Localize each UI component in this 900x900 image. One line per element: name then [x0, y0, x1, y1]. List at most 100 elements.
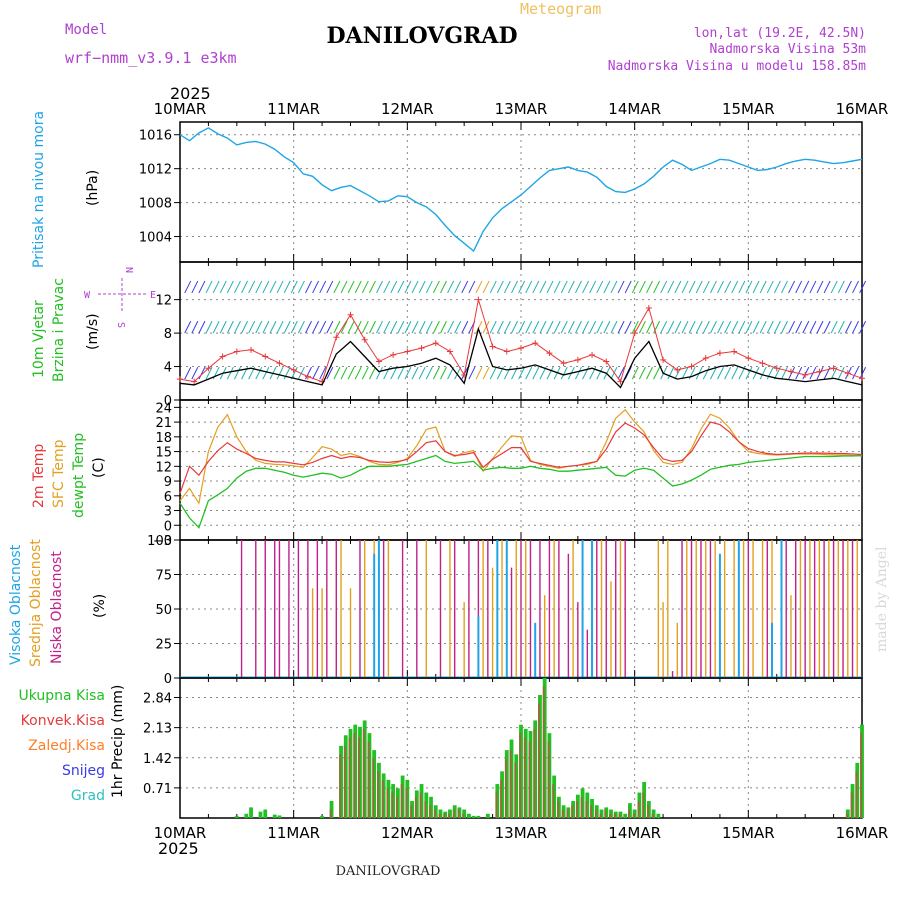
wind-barb: [226, 320, 234, 334]
precip-unit: 1hr Precip (mm): [110, 685, 126, 798]
wind-barb: [418, 280, 426, 294]
temp-unit: (C): [91, 457, 107, 478]
precip-bar-convective: [419, 792, 422, 818]
wind-barb: [347, 366, 355, 380]
gust-marker: [844, 370, 851, 377]
wind-barb: [674, 320, 682, 334]
wind-barb: [781, 320, 788, 334]
wind-barb: [376, 366, 383, 380]
wind-barb: [418, 366, 426, 380]
time-label-top: 13MAR: [495, 100, 548, 118]
gust-marker: [802, 371, 809, 378]
wind-barb: [539, 320, 547, 334]
time-label-top: 11MAR: [267, 100, 320, 118]
wind-barb: [283, 366, 291, 380]
wind-barb: [219, 280, 227, 294]
watermark: made by Angel: [874, 546, 890, 652]
wind-barb: [773, 280, 781, 294]
time-label-bottom: 11MAR: [267, 824, 320, 842]
wind-barb: [255, 280, 263, 294]
wind-barb: [376, 280, 383, 294]
wind-barb: [660, 280, 668, 294]
wind-barb: [198, 366, 206, 380]
temp-label-2m: 2m Temp: [31, 444, 47, 508]
wind-barb: [795, 320, 803, 334]
gust-marker: [518, 345, 524, 352]
wind-barb: [262, 320, 270, 334]
precip-bar-convective: [405, 788, 408, 818]
gust-marker: [787, 368, 794, 375]
compass-e: E: [150, 290, 156, 301]
y-tick-label: 4: [164, 361, 172, 376]
precip-bar-convective: [329, 809, 332, 818]
wind-barb: [724, 280, 732, 294]
model-label: Model: [65, 22, 107, 38]
wind-barb: [695, 280, 703, 294]
pressure-line: [179, 127, 863, 253]
precip-bar-convective: [448, 813, 450, 818]
wind-barb: [667, 320, 675, 334]
wind-barb: [411, 366, 419, 380]
wind-barb: [532, 280, 540, 294]
wind-barb: [745, 280, 753, 294]
wind-barb: [709, 320, 717, 334]
wind-barb: [766, 320, 774, 334]
pressure-panel: Pritisak na nivou mora (hPa) 1004 1008 101…: [31, 111, 863, 268]
wind-barb: [837, 366, 845, 380]
wind-barb: [191, 366, 199, 380]
precip-bar-convective: [855, 771, 858, 818]
wind-barb: [454, 366, 462, 380]
precip-bar-convective: [580, 796, 583, 818]
wind-barb: [788, 280, 796, 294]
wind-barb: [361, 280, 369, 294]
time-label-top: 10MAR: [154, 100, 207, 118]
wind-barb: [731, 366, 739, 380]
wind-barb: [440, 320, 447, 334]
gust-marker: [532, 340, 539, 347]
wind-barb: [560, 320, 568, 334]
wind-barb: [418, 320, 426, 334]
y-tick-label: 2.84: [143, 692, 172, 707]
precip-bar-convective: [538, 703, 540, 818]
wind-barb: [724, 320, 732, 334]
gust-marker: [290, 366, 297, 373]
precip-bar-convective: [519, 733, 521, 818]
gust-marker: [589, 351, 596, 358]
wind-barb: [354, 366, 362, 380]
wind-barb: [795, 280, 803, 294]
precip-legend-conv: Konvek.Kisa: [21, 713, 105, 729]
wind-barb: [781, 280, 788, 294]
wind-barb: [234, 320, 241, 334]
time-axis-top: 10MAR 11MAR 12MAR 13MAR 14MAR 15MAR 16MAR: [154, 100, 889, 118]
wind-barb: [582, 320, 590, 334]
precip-bar-convective: [339, 754, 342, 818]
wind-barb: [305, 280, 312, 294]
wind-barb: [518, 280, 526, 294]
wind-barb: [802, 366, 810, 380]
clouds-panel: Visoka Oblacnost Srednja Oblacnost Niska…: [8, 534, 863, 687]
wind-barb: [674, 280, 682, 294]
wind-barb: [205, 280, 213, 294]
wind-barb: [425, 366, 433, 380]
wind-barb: [567, 280, 575, 294]
precip-bar-convective: [433, 809, 436, 818]
wind-barb: [617, 366, 625, 380]
gust-marker: [859, 375, 865, 382]
gust-marker: [375, 358, 382, 365]
wind-barb: [376, 320, 383, 334]
wind-barb: [340, 320, 348, 334]
wind-barb: [312, 280, 320, 294]
wind-barb: [646, 320, 653, 334]
wind-barb: [738, 366, 746, 380]
wind-barb: [283, 280, 291, 294]
wind-barb: [788, 320, 796, 334]
gust-marker: [688, 363, 695, 370]
y-tick-label: 3: [164, 505, 172, 520]
wind-barb: [631, 280, 639, 294]
wind-barb: [347, 320, 355, 334]
wind-barb: [397, 280, 405, 294]
wind-barb: [184, 320, 192, 334]
wind-barb: [198, 280, 206, 294]
time-label-top: 16MAR: [836, 100, 889, 118]
precip-bar-convective: [575, 801, 578, 818]
